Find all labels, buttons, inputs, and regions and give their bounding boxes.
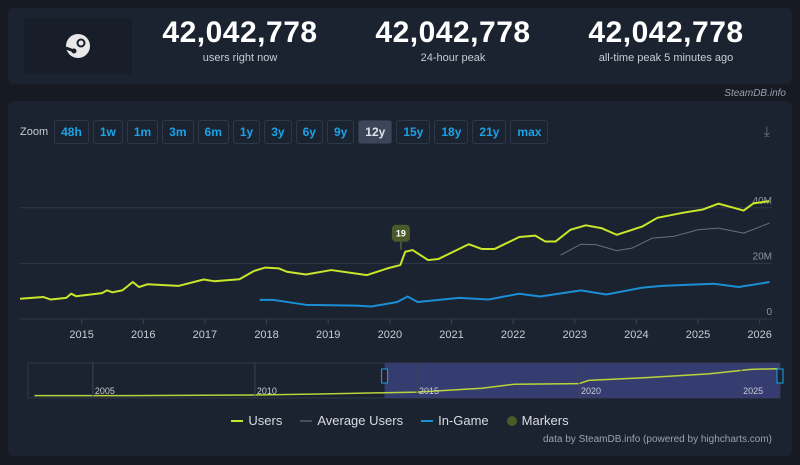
series-line-average-users <box>560 222 770 256</box>
x-tick-label: 2021 <box>439 329 463 341</box>
zoom-button-1m[interactable]: 1m <box>126 120 159 144</box>
y-tick-label: 20M <box>753 251 772 262</box>
x-tick-label: 2019 <box>316 329 340 341</box>
brand-link[interactable]: SteamDB.info <box>724 88 786 99</box>
navigator-tick-label: 2020 <box>581 386 601 396</box>
stats-card: 42,042,778 users right now 42,042,778 24-h… <box>8 8 792 84</box>
zoom-button-3m[interactable]: 3m <box>162 120 194 144</box>
series-line-in-game <box>259 281 770 308</box>
navigator-series <box>34 367 781 397</box>
zoom-button-1y[interactable]: 1y <box>232 120 261 144</box>
stat-label: users right now <box>202 52 278 64</box>
zoom-button-9y[interactable]: 9y <box>326 120 355 144</box>
y-tick-label: 0 <box>766 307 772 318</box>
legend-markers[interactable]: Markers <box>506 413 569 428</box>
navigator-tick-label: 2005 <box>95 386 115 396</box>
zoom-button-6y[interactable]: 6y <box>295 120 323 144</box>
zoom-button-18y[interactable]: 18y <box>434 120 469 144</box>
zoom-button-6m[interactable]: 6m <box>197 120 229 144</box>
x-tick-label: 2020 <box>378 329 402 341</box>
zoom-button-1w[interactable]: 1w <box>92 120 123 144</box>
navigator-handle[interactable] <box>381 368 389 384</box>
stat-label: all-time peak 5 minutes ago <box>598 52 734 64</box>
zoom-button-12y[interactable]: 12y <box>358 120 393 144</box>
navigator-tick-label: 2025 <box>743 386 763 396</box>
steam-icon <box>65 34 90 58</box>
zoom-button-3y[interactable]: 3y <box>264 120 292 144</box>
x-tick-label: 2015 <box>69 329 93 341</box>
x-tick-label: 2023 <box>563 329 587 341</box>
series-line-users <box>19 200 770 301</box>
x-tick-label: 2024 <box>624 329 648 341</box>
zoom-bar: Zoom 48h 1w 1m 3m 6m 1y 3y 6y 9y 12y 15y 18y 21y max <box>20 120 549 144</box>
chart-card: Zoom 48h 1w 1m 3m 6m 1y 3y 6y 9y 12y 15y 18y 21y max ⤓… <box>8 101 792 456</box>
legend-users[interactable]: Users <box>231 413 282 428</box>
x-tick-label: 2016 <box>131 329 155 341</box>
x-tick-label: 2017 <box>193 329 217 341</box>
zoom-label: Zoom <box>20 126 49 138</box>
stat-alltime: 42,042,778 all-time peak 5 minutes ago <box>566 16 766 64</box>
navigator-tick-label: 2010 <box>257 386 277 396</box>
stat-label: 24-hour peak <box>420 52 486 64</box>
stat-value: 42,042,778 <box>162 16 318 49</box>
legend: Users Average Users In-Game Markers <box>8 413 792 428</box>
legend-in-game[interactable]: In-Game <box>421 413 489 428</box>
steam-logo <box>24 18 132 74</box>
zoom-button-21y[interactable]: 21y <box>472 120 507 144</box>
navigator-tick-label: 2015 <box>419 386 439 396</box>
navigator-handle[interactable] <box>776 368 784 384</box>
navigator-selection <box>384 363 780 398</box>
legend-average-users[interactable]: Average Users <box>300 413 403 428</box>
zoom-button-48h[interactable]: 48h <box>54 120 89 144</box>
x-tick-label: 2018 <box>254 329 278 341</box>
stat-value: 42,042,778 <box>588 16 744 49</box>
marker-flag <box>391 224 410 242</box>
download-icon[interactable]: ⤓ <box>763 123 770 139</box>
x-tick-label: 2025 <box>686 329 710 341</box>
stat-current: 42,042,778 users right now <box>140 16 340 64</box>
stat-24h: 42,042,778 24-hour peak <box>353 16 553 64</box>
stat-value: 42,042,778 <box>375 16 531 49</box>
credit-text: data by SteamDB.info (powered by highcha… <box>543 434 772 445</box>
x-tick-label: 2022 <box>501 329 525 341</box>
zoom-button-15y[interactable]: 15y <box>396 120 431 144</box>
marker-label: 19 <box>396 229 406 239</box>
zoom-button-max[interactable]: max <box>510 120 549 144</box>
x-tick-label: 2026 <box>747 329 771 341</box>
